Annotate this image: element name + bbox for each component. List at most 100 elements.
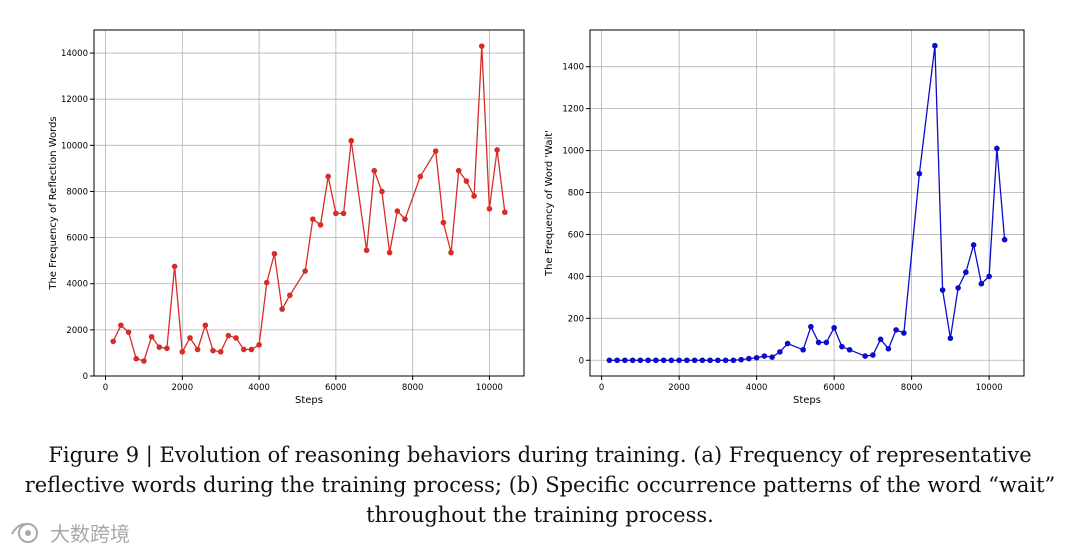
data-point: [463, 178, 470, 184]
data-point: [141, 358, 147, 364]
x-tick-label: 4000: [746, 383, 768, 393]
x-tick-label: 10000: [976, 383, 1003, 393]
data-point: [893, 327, 899, 333]
y-tick-label: 400: [568, 272, 584, 282]
data-point: [133, 355, 140, 362]
data-point: [386, 249, 393, 256]
x-axis-label: Steps: [793, 395, 821, 406]
data-point: [715, 357, 721, 364]
data-point: [815, 339, 822, 346]
data-point: [310, 216, 316, 222]
x-tick-label: 6000: [823, 383, 845, 393]
axes-frame: [589, 29, 1025, 377]
data-point: [753, 354, 760, 361]
y-tick-label: 0: [83, 372, 88, 382]
chart-reflection-words: 0 2000 4000 6000 8000 10000 0 2000 4000 6000 8000 1…: [48, 29, 525, 406]
data-point: [494, 147, 500, 153]
y-tick-label: 14000: [61, 49, 88, 59]
data-point: [240, 346, 247, 353]
x-tick-label: 2000: [668, 383, 690, 393]
data-point: [164, 345, 170, 352]
caption-line-3: throughout the training process.: [366, 503, 714, 527]
data-point: [901, 330, 907, 336]
y-tick-label: 0: [579, 356, 584, 366]
figure-charts: 0 2000 4000 6000 8000 10000020004000600080001…: [48, 29, 1025, 406]
data-point: [831, 324, 837, 331]
y-tick-label: 6000: [66, 234, 88, 244]
data-point: [256, 342, 262, 348]
y-tick-label: 4000: [66, 280, 88, 290]
data-point: [877, 336, 884, 343]
data-point: [978, 280, 985, 287]
data-point: [808, 323, 814, 330]
data-point: [118, 322, 124, 329]
data-point: [455, 167, 462, 174]
data-point: [187, 335, 193, 341]
data-point: [970, 242, 977, 248]
data-point: [684, 357, 690, 364]
y-tick-label: 600: [568, 230, 584, 240]
data-point: [440, 219, 447, 226]
data-point: [746, 355, 752, 362]
y-tick-label: 1000: [562, 147, 584, 157]
data-point: [402, 216, 408, 222]
data-point: [325, 173, 331, 180]
data-point: [637, 357, 644, 364]
data-point: [939, 287, 946, 293]
data-point: [645, 357, 651, 364]
x-tick-label: 6000: [325, 383, 347, 393]
y-tick-label: 8000: [66, 187, 88, 197]
data-point: [379, 188, 385, 195]
data-point: [699, 357, 706, 364]
data-point: [722, 357, 729, 364]
data-point: [932, 42, 938, 49]
data-point: [761, 353, 768, 359]
y-tick-label: 200: [568, 314, 584, 324]
data-point: [148, 333, 155, 340]
chart-wait-word: 0 2000 4000 6000 8000 10000 0 200 400 600 800 1000 1…: [544, 29, 1025, 406]
x-tick-label: 2000: [171, 383, 193, 393]
y-tick-label: 12000: [61, 95, 88, 105]
axes-frame: [93, 29, 525, 377]
data-point: [202, 322, 209, 329]
x-tick-label: 10000: [476, 383, 503, 393]
data-point: [471, 193, 477, 199]
data-point: [846, 346, 853, 353]
data-point: [225, 332, 232, 339]
data-point: [916, 170, 923, 177]
data-point: [777, 349, 783, 355]
data-point: [263, 279, 270, 286]
x-tick-label: 8000: [402, 383, 424, 393]
data-point: [271, 250, 278, 257]
data-point: [738, 356, 744, 363]
data-point: [210, 347, 216, 354]
data-point: [676, 357, 682, 364]
data-point: [348, 137, 355, 144]
data-point: [217, 348, 224, 355]
y-tick-label: 800: [568, 189, 584, 199]
data-point: [629, 357, 636, 364]
data-point: [156, 344, 163, 350]
eye-logo-icon: [11, 522, 38, 543]
data-point: [622, 357, 628, 364]
caption-line-2: reflective words during the training pro…: [24, 473, 1056, 497]
data-point: [394, 208, 401, 214]
y-axis-label: The Frequency of Word 'Wait': [544, 130, 555, 277]
data-point: [660, 357, 667, 364]
data-point: [233, 335, 239, 341]
data-point: [839, 343, 845, 350]
data-point: [784, 340, 791, 347]
data-point: [363, 247, 370, 254]
data-point: [1001, 236, 1008, 243]
data-point: [110, 338, 116, 345]
data-point: [125, 329, 132, 335]
data-point: [870, 352, 876, 358]
data-point: [769, 354, 775, 360]
data-point: [955, 285, 961, 291]
data-point: [885, 345, 892, 352]
data-point: [478, 43, 485, 49]
x-tick-label: 0: [103, 383, 108, 393]
x-tick-label: 0: [599, 383, 604, 393]
data-point: [417, 173, 424, 180]
x-tick-label: 4000: [248, 383, 270, 393]
